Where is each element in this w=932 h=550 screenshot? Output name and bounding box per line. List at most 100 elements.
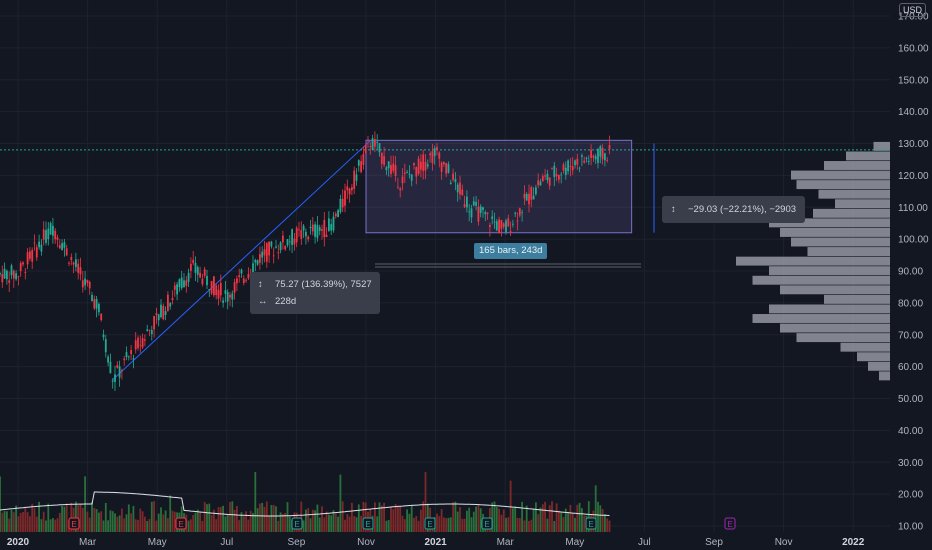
currency-badge[interactable]: USD (898, 3, 926, 17)
candle-body (420, 161, 422, 170)
time-tick-label: Jul (638, 537, 651, 548)
volume-bar (436, 513, 438, 532)
candle-body (24, 271, 27, 273)
candle-body (555, 174, 558, 177)
volume-bar (353, 516, 356, 532)
candle-body (544, 175, 546, 177)
volume-bar (45, 520, 47, 532)
volume-bar (574, 517, 576, 532)
volume-bar (443, 517, 445, 532)
volume-bar (141, 511, 144, 532)
candle-body (516, 220, 519, 222)
volume-bar (378, 502, 381, 532)
volume-bar (254, 472, 257, 532)
volume-profile-bar (796, 333, 890, 343)
candle-body (599, 146, 602, 157)
earnings-marker (175, 517, 187, 530)
candle-body (383, 156, 385, 165)
volume-bar (86, 511, 89, 532)
volume-bar (302, 520, 305, 532)
candle-body (530, 187, 533, 200)
candle-body (578, 167, 581, 169)
candle-body (213, 276, 215, 296)
candle-body (323, 220, 326, 238)
trend-line (112, 139, 371, 380)
trend-measure-tooltip: ↕ 75.27 (136.39%), 7527 ↔ 228d (250, 272, 380, 314)
price-tick-label: 30.00 (898, 458, 923, 469)
candle-body (35, 247, 38, 258)
candle-body (217, 289, 220, 299)
candle-body (58, 245, 61, 249)
candle-body (535, 187, 537, 195)
volume-bar (518, 518, 521, 532)
volume-bar (516, 517, 519, 532)
volume-bar (548, 505, 551, 532)
candle-body (176, 284, 178, 295)
price-range-icon: ↕ (258, 279, 263, 290)
candle-body (387, 161, 390, 169)
candle-body (495, 221, 498, 231)
volume-bar (387, 520, 390, 532)
volume-bar (461, 518, 464, 532)
volume-bar (98, 512, 100, 532)
volume-bar (10, 509, 13, 532)
volume-bar (535, 502, 537, 532)
volume-bar (564, 508, 567, 532)
volume-bar (169, 495, 172, 532)
volume-bar (447, 517, 450, 532)
volume-bar (454, 501, 457, 532)
volume-bar (217, 507, 220, 532)
volume-bar (272, 504, 275, 532)
volume-bar (173, 511, 176, 532)
candle-body (493, 221, 496, 223)
candle-body (293, 238, 296, 245)
volume-bar (569, 504, 572, 532)
price-tick-label: 60.00 (898, 362, 923, 373)
volume-bar (539, 507, 542, 532)
candle-body (33, 242, 36, 244)
candle-body (484, 212, 487, 215)
volume-bar (328, 514, 330, 532)
candle-body (498, 219, 500, 234)
candle-body (42, 229, 45, 240)
candle-body (576, 158, 579, 165)
volume-bar (109, 510, 112, 532)
candle-body (399, 188, 402, 191)
volume-bar (210, 515, 213, 532)
volume-bar (8, 518, 11, 532)
candle-body (153, 315, 155, 330)
time-tick-label: May (565, 537, 584, 548)
volume-bar (144, 516, 146, 532)
volume-bar (351, 502, 353, 532)
volume-bar (397, 505, 399, 532)
volume-bar (307, 508, 310, 532)
candle-body (491, 216, 494, 219)
price-tick-label: 120.00 (898, 171, 929, 182)
volume-bar (449, 517, 452, 532)
volume-bar (468, 507, 471, 532)
candle-body (286, 239, 289, 246)
volume-bar (360, 515, 362, 532)
candle-body (528, 193, 530, 205)
volume-bar (35, 516, 38, 532)
volume-bar (171, 510, 174, 532)
candle-body (385, 167, 388, 171)
candle-body (413, 163, 415, 166)
volume-bar (555, 503, 558, 532)
volume-bar (479, 508, 482, 532)
volume-bar (406, 509, 408, 532)
volume-bar (422, 501, 425, 532)
earnings-marker (481, 517, 493, 530)
volume-bar (408, 513, 411, 532)
volume-bar (537, 514, 540, 532)
volume-bar (364, 502, 367, 532)
candle-body (362, 153, 365, 165)
volume-bar (604, 514, 606, 532)
volume-profile-bar (752, 314, 890, 323)
candle-body (454, 178, 457, 183)
candle-body (408, 173, 411, 175)
volume-bar (194, 512, 197, 532)
candle-body (242, 278, 245, 283)
volume-bar (29, 516, 31, 532)
